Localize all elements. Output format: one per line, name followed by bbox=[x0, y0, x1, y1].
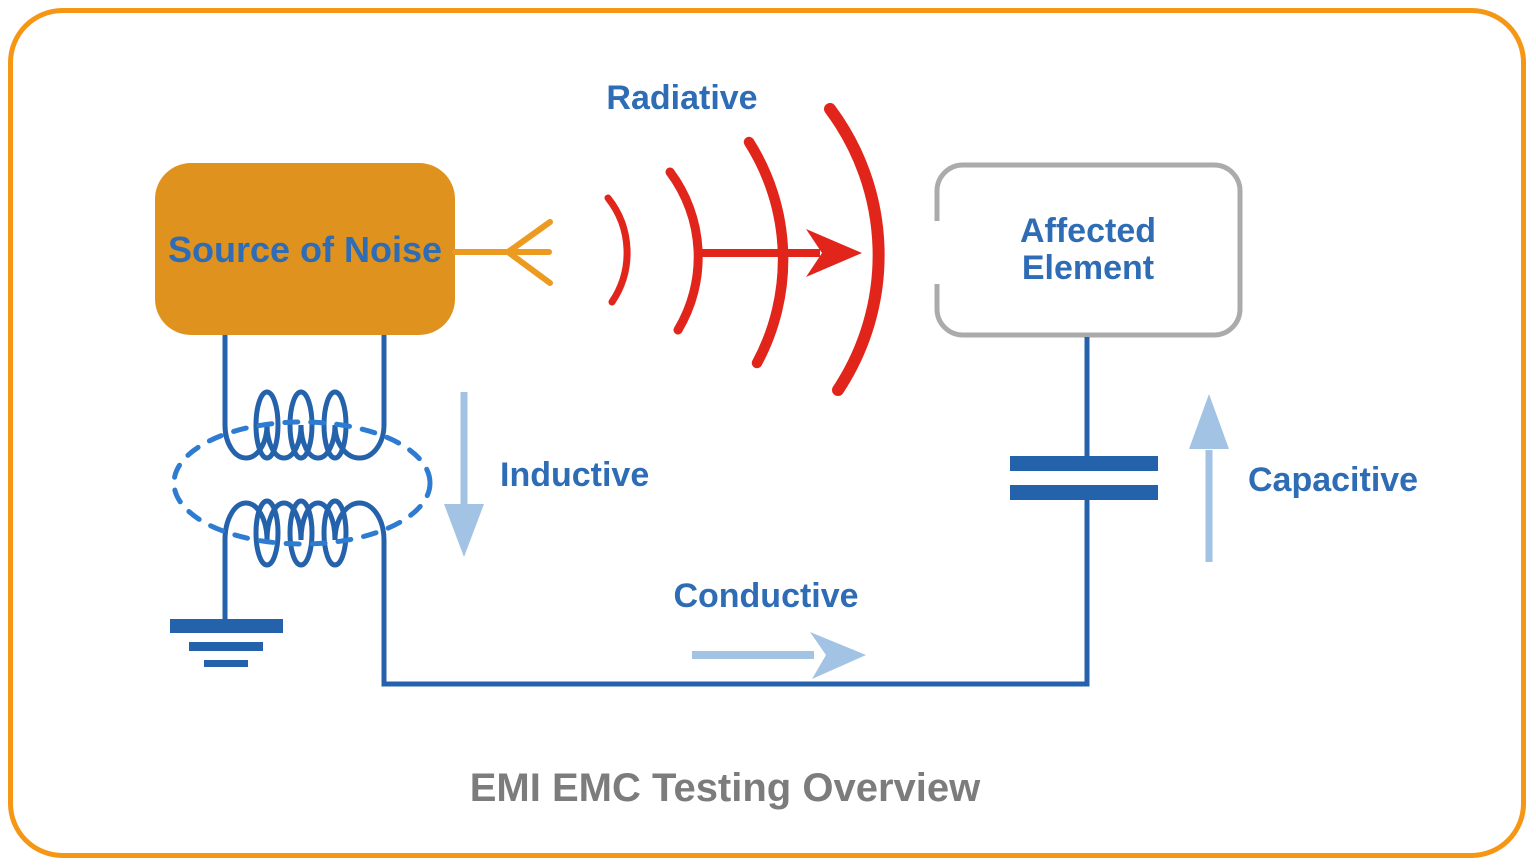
inductive-arrow-head bbox=[444, 504, 484, 557]
circuit-wires bbox=[222, 335, 1090, 687]
ground-icon bbox=[170, 619, 283, 667]
capacitive-label: Capacitive bbox=[1248, 461, 1418, 499]
affected-element-label-line2: Element bbox=[1022, 249, 1154, 287]
source-of-noise-label: Source of Noise bbox=[168, 229, 442, 270]
diagram-frame bbox=[8, 8, 1526, 858]
conductive-label: Conductive bbox=[673, 577, 858, 615]
capacitive-arrow-head bbox=[1189, 394, 1229, 449]
diagram-title: EMI EMC Testing Overview bbox=[470, 766, 981, 810]
inductive-arrow-icon bbox=[444, 392, 484, 557]
source-of-noise-box bbox=[155, 163, 455, 335]
affected-element-border-gap bbox=[929, 221, 945, 284]
inductive-label: Inductive bbox=[500, 456, 649, 494]
antenna-icon bbox=[452, 219, 553, 286]
transformer-coil-top bbox=[222, 389, 387, 461]
capacitor-icon bbox=[1010, 456, 1158, 500]
conductive-arrow-head bbox=[810, 632, 866, 679]
capacitive-arrow-icon bbox=[1189, 394, 1229, 562]
conductive-arrow-icon bbox=[692, 632, 866, 679]
coupling-ellipse-icon bbox=[171, 419, 433, 547]
radiative-label: Radiative bbox=[606, 79, 757, 117]
radiative-arrow-icon bbox=[698, 229, 862, 277]
affected-element-box bbox=[929, 162, 1243, 338]
radiative-arrow-head bbox=[806, 229, 862, 277]
return-wire bbox=[381, 500, 1090, 687]
affected-element-label-line1: Affected bbox=[1020, 212, 1156, 250]
transformer-coil-bottom bbox=[222, 498, 387, 568]
